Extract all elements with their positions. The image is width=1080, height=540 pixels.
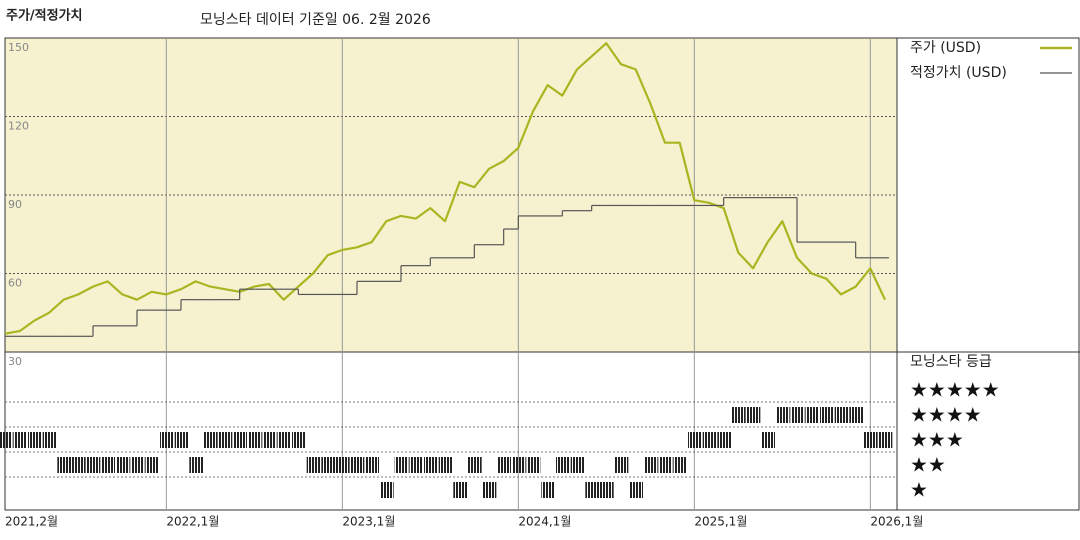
rating-bar <box>101 457 115 473</box>
rating-bar <box>658 457 673 473</box>
rating-bar <box>438 457 453 473</box>
rating-bar <box>248 432 262 448</box>
rating-level-label: ★★★★ <box>910 403 982 427</box>
rating-bar <box>688 432 702 448</box>
rating-bar <box>292 432 306 448</box>
rating-bar <box>306 457 321 473</box>
rating-bar <box>761 432 775 448</box>
rating-bar <box>204 432 218 448</box>
rating-bar <box>556 457 570 473</box>
rating-bar <box>702 432 717 448</box>
rating-bar <box>468 457 482 473</box>
rating-bar <box>42 432 57 448</box>
rating-level-label: ★ <box>910 478 928 502</box>
rating-bar <box>541 482 555 498</box>
rating-bar <box>717 432 731 448</box>
rating-bar <box>776 407 790 423</box>
rating-bar <box>86 457 101 473</box>
rating-bar <box>629 482 643 498</box>
legend-label: 적정가치 (USD) <box>910 65 1007 81</box>
rating-level-label: ★★★★★ <box>910 378 1000 402</box>
rating-title: 모닝스타 등급 <box>910 354 992 370</box>
rating-bar <box>805 407 819 423</box>
x-tick-label: 2025,1월 <box>694 515 747 529</box>
rating-bar <box>277 432 291 448</box>
rating-bar <box>145 457 159 473</box>
y-tick-label: 30 <box>8 355 22 368</box>
rating-bar <box>849 407 863 423</box>
rating-bar <box>482 482 497 498</box>
rating-bar <box>365 457 379 473</box>
rating-bar <box>614 457 629 473</box>
rating-bar <box>864 432 878 448</box>
legend-label: 주가 (USD) <box>910 40 981 56</box>
x-tick-label: 2021,2월 <box>5 515 58 529</box>
rating-bar <box>497 457 511 473</box>
x-tick-label: 2026,1월 <box>870 515 923 529</box>
rating-bar <box>262 432 277 448</box>
chart-subtitle: 모닝스타 데이터 기준일 06. 2월 2026 <box>200 12 431 28</box>
x-tick-label: 2024,1월 <box>518 515 571 529</box>
rating-bar <box>512 457 526 473</box>
rating-bar <box>820 407 834 423</box>
rating-bar <box>116 457 130 473</box>
rating-bar <box>570 457 585 473</box>
rating-bar <box>233 432 247 448</box>
x-tick-label: 2022,1월 <box>166 515 219 529</box>
rating-bar <box>878 432 893 448</box>
rating-bar <box>424 457 438 473</box>
rating-level-label: ★★ <box>910 453 946 477</box>
y-tick-label: 150 <box>8 41 29 54</box>
chart-title: 주가/적정가치 <box>6 8 83 24</box>
rating-bar <box>57 457 71 473</box>
rating-bar <box>394 457 409 473</box>
rating-bar <box>218 432 233 448</box>
rating-bar <box>160 432 174 448</box>
rating-bar <box>746 407 761 423</box>
rating-level-label: ★★★ <box>910 428 964 452</box>
rating-bar <box>321 457 335 473</box>
rating-bar <box>380 482 394 498</box>
rating-bar <box>453 482 467 498</box>
rating-bar <box>526 457 541 473</box>
rating-bar <box>644 457 658 473</box>
y-tick-label: 120 <box>8 120 29 133</box>
rating-bar <box>673 457 687 473</box>
y-tick-label: 60 <box>8 277 22 290</box>
rating-bar <box>13 432 27 448</box>
rating-bar <box>174 432 189 448</box>
rating-bar <box>130 457 145 473</box>
rating-bar <box>585 482 599 498</box>
y-tick-label: 90 <box>8 198 22 211</box>
rating-bar <box>790 407 805 423</box>
rating-bar <box>189 457 203 473</box>
rating-bar <box>409 457 423 473</box>
rating-bar <box>600 482 614 498</box>
rating-bar <box>834 407 849 423</box>
rating-bar <box>72 457 86 473</box>
rating-bar <box>336 457 350 473</box>
rating-bar <box>28 432 42 448</box>
price-line <box>4 42 886 335</box>
rating-bar <box>350 457 365 473</box>
rating-bar <box>0 432 13 448</box>
x-tick-label: 2023,1월 <box>342 515 395 529</box>
rating-bar <box>732 407 746 423</box>
